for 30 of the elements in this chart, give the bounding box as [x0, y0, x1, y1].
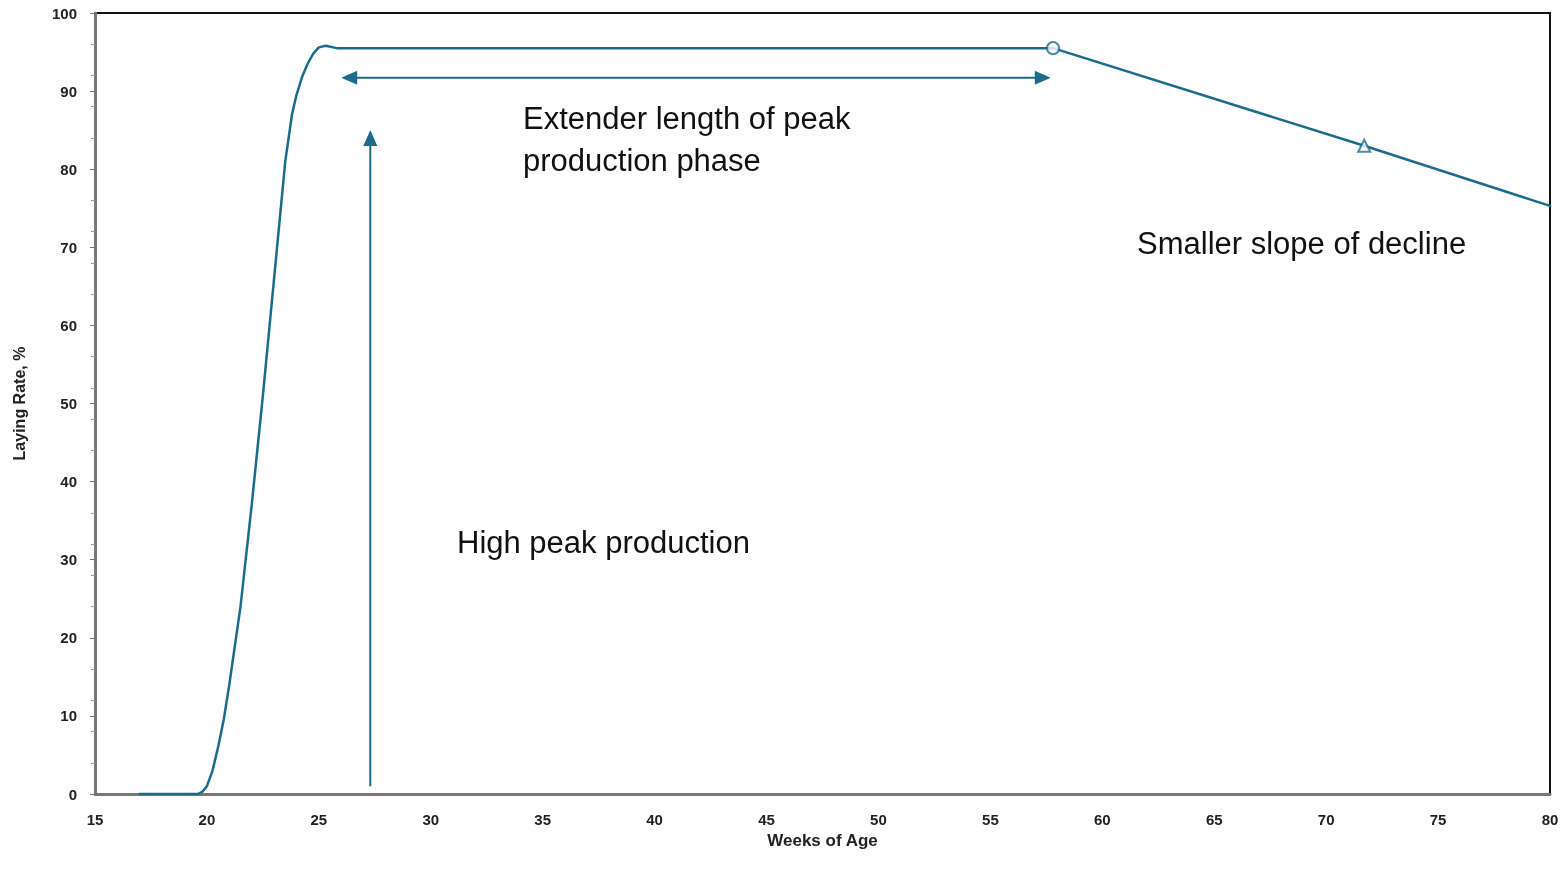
y-tick-label: 30: [60, 551, 77, 569]
annotation: Extender length of peak production phase: [523, 100, 860, 178]
y-tick-label: 70: [60, 238, 77, 256]
x-tick-label: 60: [1093, 811, 1111, 828]
x-tick-label: 15: [86, 811, 104, 828]
x-tick-label: 40: [646, 811, 663, 828]
y-tick-label: 60: [60, 316, 77, 334]
y-tick-label: 20: [60, 629, 77, 647]
y-tick-label: 80: [60, 160, 77, 178]
x-tick-label: 35: [534, 811, 552, 828]
y-tick-label: 100: [51, 4, 77, 22]
x-tick-label: 25: [310, 811, 328, 828]
x-tick-label: 70: [1317, 811, 1335, 828]
x-tick-label: 30: [422, 811, 440, 828]
annotation: High peak production: [457, 524, 750, 560]
y-axis-title: Laying Rate, %: [10, 346, 28, 461]
y-tick-label: 10: [60, 707, 77, 725]
annotation: Smaller slope of decline: [1137, 225, 1467, 261]
x-tick-label: 45: [758, 811, 775, 828]
x-tick-label: 50: [870, 811, 887, 828]
x-tick-label: 55: [982, 811, 999, 828]
x-tick-label: 20: [198, 811, 216, 828]
y-tick-label: 90: [60, 82, 77, 100]
y-tick-label: 0: [68, 785, 77, 803]
x-tick-label: 80: [1541, 811, 1559, 828]
y-tick-label: 50: [60, 395, 77, 412]
x-tick-label: 65: [1205, 811, 1223, 828]
x-tick-label: 75: [1429, 811, 1447, 828]
x-axis-title: Weeks of Age: [767, 830, 878, 850]
y-tick-label: 40: [60, 473, 77, 491]
